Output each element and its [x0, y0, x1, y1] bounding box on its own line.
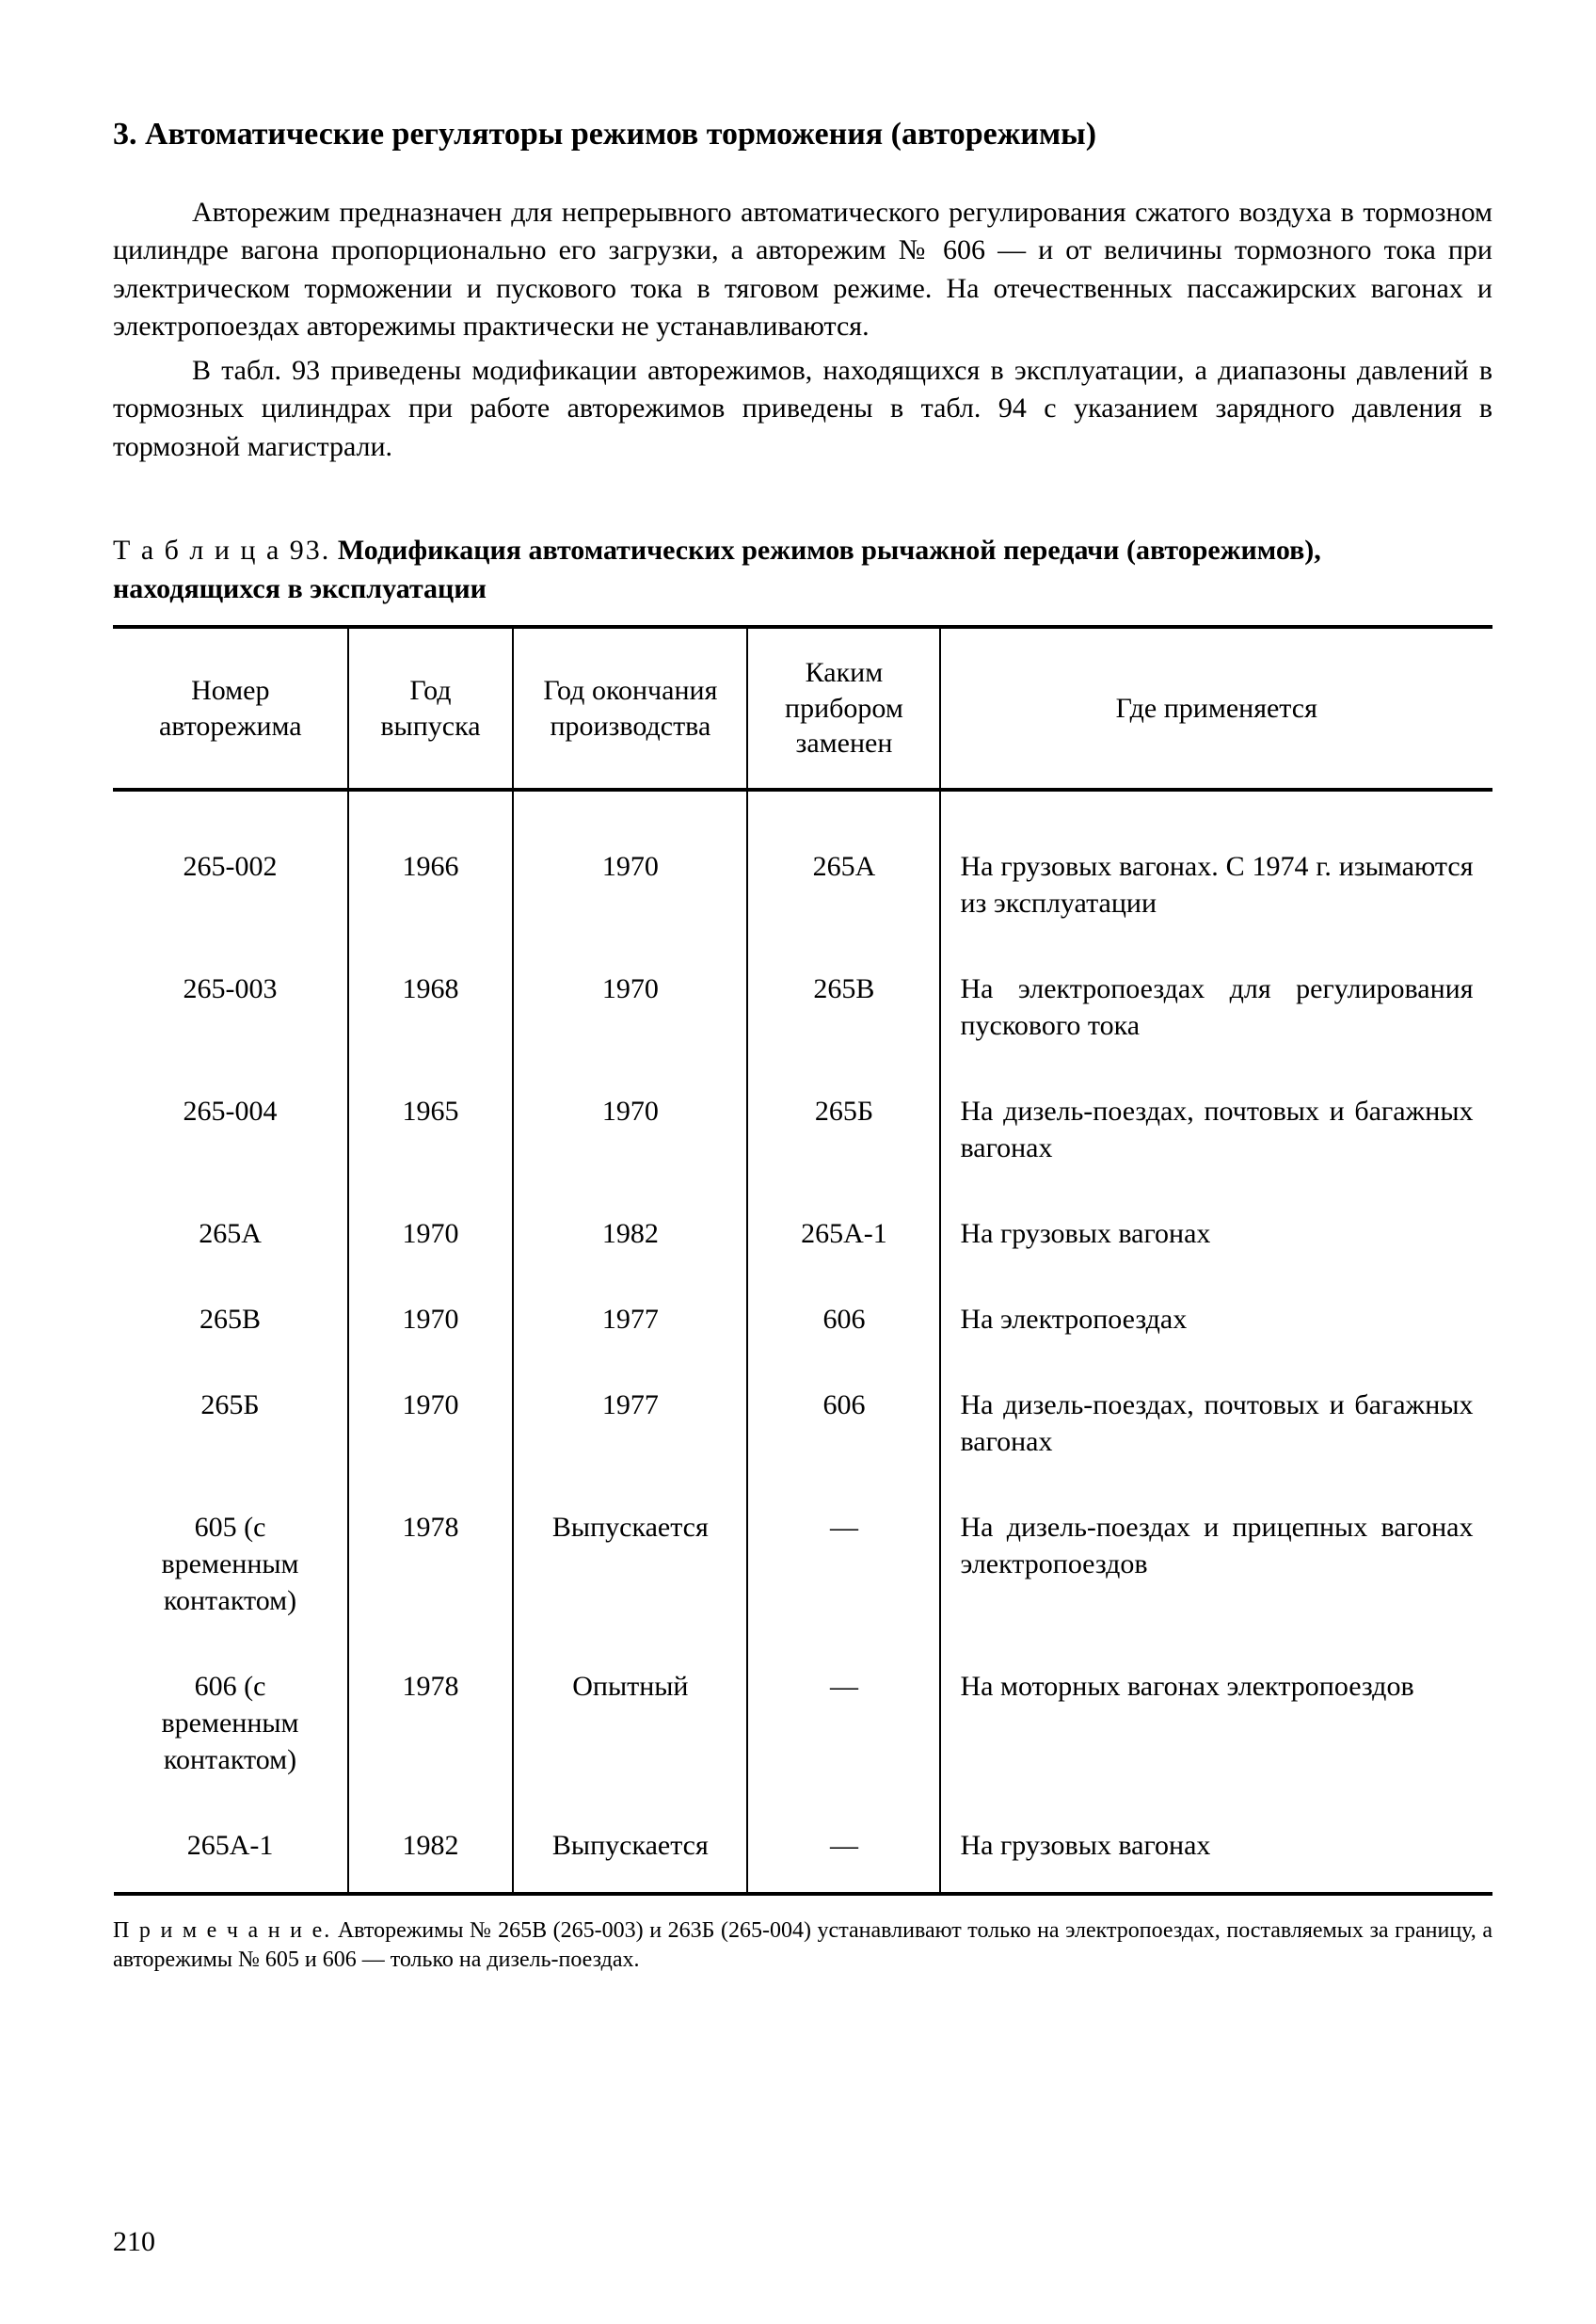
table-cell: — — [747, 1484, 940, 1643]
table-cell: На грузовых вагонах — [940, 1191, 1492, 1276]
table-row: 265-00319681970265ВНа электропоездах для… — [114, 946, 1492, 1068]
table-cell: На грузовых вагонах. С 1974 г. изымаются… — [940, 790, 1492, 946]
table-cell: 265А-1 — [114, 1803, 348, 1894]
table-cell: 1978 — [348, 1484, 514, 1643]
table-cell: 1970 — [513, 1068, 747, 1191]
table-cell: 606 — [747, 1276, 940, 1362]
table-cell: 606 — [747, 1362, 940, 1484]
table-cell: 1982 — [513, 1191, 747, 1276]
section-heading: 3. Автоматические регуляторы режимов тор… — [113, 113, 1492, 156]
table-cell: На дизель-поездах и прицепных вагонах эл… — [940, 1484, 1492, 1643]
table-cell: 1968 — [348, 946, 514, 1068]
table-cell: 605 (с временным контактом) — [114, 1484, 348, 1643]
table-cell: 265Б — [114, 1362, 348, 1484]
table-row: 606 (с временным контактом)1978Опытный—Н… — [114, 1643, 1492, 1803]
table-cell: — — [747, 1643, 940, 1803]
page-root: 3. Автоматические регуляторы режимов тор… — [0, 0, 1596, 2324]
table-cell: 1977 — [513, 1276, 747, 1362]
table-cell: 265-004 — [114, 1068, 348, 1191]
table-row: 265А19701982265А-1На грузовых вагонах — [114, 1191, 1492, 1276]
table-cell: 606 (с временным контактом) — [114, 1643, 348, 1803]
table-cell: На электропоездах — [940, 1276, 1492, 1362]
table-93: Номер авторежима Год выпуска Год окончан… — [113, 625, 1492, 1896]
table-cell: На грузовых вагонах — [940, 1803, 1492, 1894]
col-header-year-issue: Год выпуска — [348, 627, 514, 790]
table-cell: 265-003 — [114, 946, 348, 1068]
footnote-lead: П р и м е ч а н и е. — [113, 1918, 331, 1943]
footnote: П р и м е ч а н и е. Авторежимы № 265В (… — [113, 1916, 1492, 1975]
col-header-year-end: Год окончания производства — [513, 627, 747, 790]
table-caption-lead: Т а б л и ц а 93. — [113, 535, 330, 566]
table-cell: 265-002 — [114, 790, 348, 946]
table-row: 265А-11982Выпускается—На грузовых вагона… — [114, 1803, 1492, 1894]
table-cell: 1970 — [513, 790, 747, 946]
table-cell: — — [747, 1803, 940, 1894]
table-cell: 1966 — [348, 790, 514, 946]
table-cell: 265Б — [747, 1068, 940, 1191]
table-cell: Опытный — [513, 1643, 747, 1803]
table-cell: 1970 — [348, 1276, 514, 1362]
col-header-replaced-by: Каким прибором заменен — [747, 627, 940, 790]
table-cell: 1978 — [348, 1643, 514, 1803]
paragraph-2: В табл. 93 приведены модификации автореж… — [113, 352, 1492, 467]
table-cell: 265А-1 — [747, 1191, 940, 1276]
table-cell: Выпускается — [513, 1484, 747, 1643]
table-row: 265-00219661970265АНа грузовых вагонах. … — [114, 790, 1492, 946]
table-row: 265В19701977606На электропоездах — [114, 1276, 1492, 1362]
table-cell: 265А — [747, 790, 940, 946]
table-row: 605 (с временным контактом)1978Выпускает… — [114, 1484, 1492, 1643]
table-cell: 265В — [747, 946, 940, 1068]
table-cell: 265В — [114, 1276, 348, 1362]
table-caption: Т а б л и ц а 93. Модификация автоматиче… — [113, 532, 1492, 608]
table-cell: На электропоездах для регулирования пуск… — [940, 946, 1492, 1068]
table-cell: На моторных вагонах электропоездов — [940, 1643, 1492, 1803]
table-cell: 1977 — [513, 1362, 747, 1484]
table-cell: 265А — [114, 1191, 348, 1276]
table-header-row: Номер авторежима Год выпуска Год окончан… — [114, 627, 1492, 790]
table-row: 265Б19701977606На дизель-поездах, почтов… — [114, 1362, 1492, 1484]
table-cell: На дизель-поездах, почтовых и багажных в… — [940, 1068, 1492, 1191]
table-row: 265-00419651970265БНа дизель-поездах, по… — [114, 1068, 1492, 1191]
col-header-number: Номер авторежима — [114, 627, 348, 790]
table-cell: 1982 — [348, 1803, 514, 1894]
table-cell: 1970 — [348, 1362, 514, 1484]
table-cell: 1965 — [348, 1068, 514, 1191]
table-body: 265-00219661970265АНа грузовых вагонах. … — [114, 790, 1492, 1894]
page-number: 210 — [113, 2226, 155, 2258]
table-cell: На дизель-поездах, почтовых и багажных в… — [940, 1362, 1492, 1484]
col-header-usage: Где применяется — [940, 627, 1492, 790]
table-cell: 1970 — [513, 946, 747, 1068]
paragraph-1: Авторежим предназначен для непрерывного … — [113, 194, 1492, 346]
table-cell: Выпускается — [513, 1803, 747, 1894]
table-cell: 1970 — [348, 1191, 514, 1276]
